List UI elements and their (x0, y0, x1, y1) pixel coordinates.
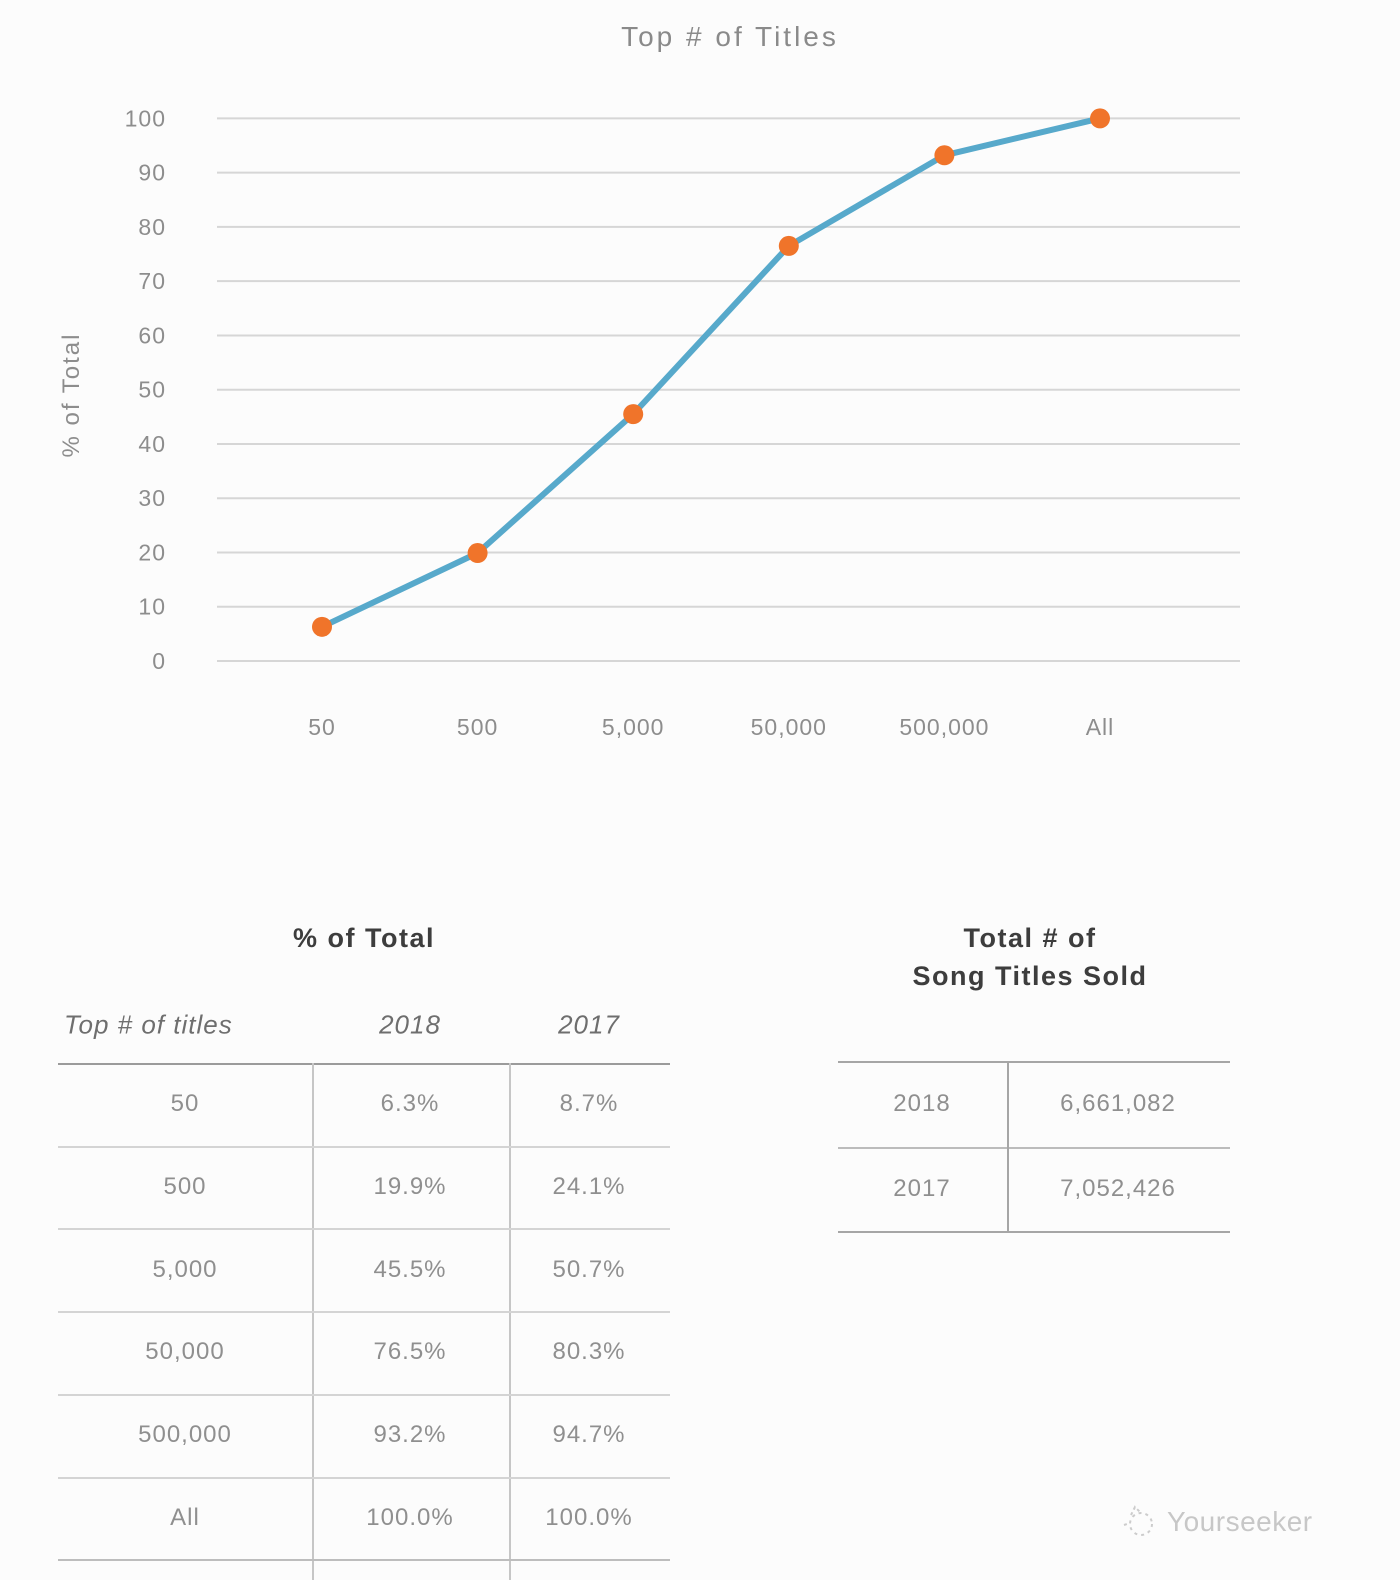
y-tick-label: 100 (125, 105, 166, 131)
column-divider (1007, 1061, 1009, 1233)
table-cell: 50 (170, 1090, 200, 1118)
table-cell: 80.3% (552, 1338, 626, 1366)
y-tick-label: 60 (138, 322, 166, 348)
table-cell: 50.7% (552, 1255, 626, 1283)
header-separator (58, 1063, 670, 1065)
data-point (778, 235, 799, 256)
table-cell: 93.2% (373, 1421, 447, 1449)
x-tick-label: 500 (457, 714, 498, 740)
x-tick-label: All (1086, 714, 1115, 740)
table-top-line (838, 1061, 1230, 1063)
table-cell: 7,052,426 (1060, 1175, 1176, 1202)
row-separator (58, 1145, 670, 1148)
table-cell: 500,000 (138, 1421, 232, 1449)
column-divider (509, 1063, 511, 1580)
yourseeker-logo-icon (1123, 1505, 1153, 1536)
watermark: Yourseeker (1122, 1503, 1313, 1541)
table-bottom-line (58, 1559, 670, 1562)
line-chart: 0 10 20 30 40 50 60 70 80 90 100 50 500 5,000 50,000 50… (125, 105, 1240, 740)
col-header-top-titles: Top # of titles (64, 1009, 233, 1040)
table-cell: 8.7% (559, 1090, 619, 1118)
table-cell: 76.5% (373, 1338, 447, 1366)
col-header-2018: 2018 (379, 1009, 441, 1040)
column-divider (312, 1063, 314, 1580)
y-tick-label: 0 (152, 648, 166, 674)
y-tick-label: 10 (138, 594, 166, 620)
sold-table-title-line1: Total # of (963, 923, 1097, 953)
data-point (623, 404, 644, 425)
table-cell: 2017 (893, 1175, 951, 1202)
y-tick-label: 20 (138, 539, 166, 565)
col-header-2017: 2017 (558, 1009, 620, 1040)
row-separator (58, 1393, 670, 1396)
row-separator (58, 1228, 670, 1231)
table-cell: 6,661,082 (1060, 1090, 1176, 1117)
y-tick-label: 90 (138, 160, 166, 186)
table-cell: 45.5% (373, 1255, 447, 1283)
y-tick-label: 70 (138, 268, 166, 294)
table-cell: 100.0% (545, 1503, 633, 1531)
x-tick-label: 5,000 (602, 714, 665, 740)
data-point (934, 145, 955, 166)
chart-title: Top # of Titles (621, 21, 839, 52)
table-cell: 94.7% (552, 1421, 626, 1449)
data-point (312, 616, 332, 637)
table-cell: 5,000 (152, 1255, 218, 1283)
y-tick-label: 80 (138, 214, 166, 240)
y-tick-label: 30 (138, 485, 166, 511)
table-cell: 6.3% (380, 1090, 440, 1118)
table-cell: 500 (163, 1173, 207, 1201)
table-cell: 50,000 (145, 1338, 225, 1366)
row-separator (58, 1311, 670, 1314)
table-cell: 24.1% (552, 1173, 626, 1201)
x-tick-label: 50 (308, 714, 336, 740)
y-tick-label: 40 (138, 431, 166, 457)
table-bottom-line (838, 1231, 1230, 1233)
sold-table-title-line2: Song Titles Sold (912, 961, 1148, 991)
series-line-2018 (319, 115, 1103, 630)
x-tick-label: 500,000 (899, 714, 989, 740)
row-separator (58, 1476, 670, 1479)
x-tick-label: 50,000 (751, 714, 827, 740)
table-cell: 2018 (893, 1090, 951, 1117)
watermark-brand: Yourseeker (1167, 1506, 1313, 1537)
table-cell: All (170, 1503, 200, 1531)
table-cell: 19.9% (373, 1173, 447, 1201)
table-cell: 100.0% (366, 1503, 454, 1531)
data-point (467, 543, 488, 564)
data-point (1090, 108, 1110, 129)
row-separator (838, 1147, 1230, 1149)
y-tick-label: 50 (138, 377, 166, 403)
pct-table-title: % of Total (293, 923, 435, 953)
